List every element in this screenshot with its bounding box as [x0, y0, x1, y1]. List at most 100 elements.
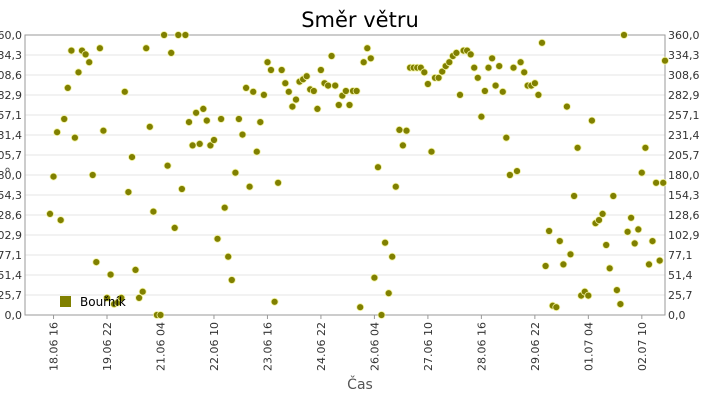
y-tick-label-left: 180,0	[0, 169, 22, 182]
data-point	[188, 141, 197, 150]
data-point	[135, 293, 144, 302]
data-point	[605, 264, 614, 273]
y-tick-label-left: 25,7	[0, 289, 22, 302]
data-point	[661, 56, 669, 65]
data-point	[584, 291, 593, 300]
legend: Bouřník	[60, 295, 126, 309]
data-point	[167, 49, 176, 57]
data-point	[238, 130, 247, 139]
data-point	[195, 139, 204, 148]
data-point	[516, 58, 525, 67]
data-point	[103, 293, 111, 302]
data-point	[292, 95, 300, 104]
data-point	[488, 54, 497, 63]
data-point	[281, 79, 290, 88]
data-point	[163, 161, 172, 170]
data-point	[588, 116, 596, 125]
x-tick-label: 19.06 22	[101, 322, 114, 371]
data-point	[199, 105, 208, 113]
data-point	[81, 50, 90, 59]
data-point	[641, 143, 650, 152]
x-tick-label: 22.06 10	[208, 322, 221, 371]
data-point	[434, 73, 443, 82]
data-point	[420, 68, 429, 77]
data-point	[438, 67, 447, 76]
data-point	[170, 223, 179, 232]
data-point	[363, 44, 372, 53]
data-point	[145, 122, 154, 131]
data-point	[192, 108, 201, 117]
data-point	[563, 102, 571, 111]
x-tick-label: 26.06 04	[368, 322, 381, 371]
y-tick-label-right: 257,1	[668, 109, 700, 122]
data-point	[138, 287, 147, 296]
y-tick-label-left: 231,4	[0, 129, 22, 142]
data-point	[595, 216, 603, 225]
data-point	[370, 273, 379, 282]
data-point	[659, 178, 668, 187]
x-tick-label: 01.07 04	[582, 322, 595, 371]
data-series	[46, 31, 669, 319]
x-tick-label: 23.06 16	[261, 322, 274, 371]
data-point	[252, 147, 261, 156]
data-point	[242, 84, 251, 92]
data-point	[174, 31, 183, 39]
data-point	[142, 44, 151, 53]
data-point	[655, 256, 664, 265]
data-point	[427, 147, 436, 156]
data-point	[117, 293, 126, 302]
data-point	[374, 163, 382, 172]
data-point	[423, 80, 432, 88]
data-point	[645, 260, 653, 269]
y-tick-label-right: 128,6	[668, 209, 700, 222]
data-point	[345, 101, 354, 109]
data-point	[46, 209, 54, 218]
y-tick-label-left: 308,6	[0, 69, 22, 82]
data-point	[99, 126, 108, 135]
x-axis-title: Čas	[347, 375, 373, 393]
legend-label: Bouřník	[80, 295, 126, 309]
data-point	[531, 79, 539, 88]
data-point	[609, 192, 618, 200]
data-point	[106, 270, 115, 279]
chart-title: Směr větru	[301, 8, 419, 32]
data-point	[71, 133, 79, 142]
data-point	[620, 31, 628, 39]
data-point	[92, 258, 101, 267]
data-point	[388, 252, 397, 261]
y-tick-label-left: 282,9	[0, 89, 22, 102]
y-tick-label-left: 51,4	[0, 269, 22, 282]
data-point	[249, 87, 258, 96]
data-point	[366, 54, 375, 63]
data-point	[341, 87, 350, 95]
data-point	[627, 213, 635, 222]
data-point	[67, 46, 76, 55]
data-point	[513, 167, 521, 176]
y-tick-label-left: 0,0	[5, 309, 23, 322]
legend-swatch	[60, 296, 71, 307]
data-point	[559, 260, 568, 269]
data-point	[502, 133, 511, 142]
data-point	[652, 178, 660, 187]
data-point	[181, 31, 190, 39]
data-point	[555, 237, 564, 246]
data-point	[96, 44, 104, 53]
data-point	[327, 52, 336, 60]
data-point	[634, 225, 643, 234]
data-point	[88, 171, 97, 179]
data-point	[480, 87, 489, 95]
data-point	[470, 63, 479, 72]
data-point	[56, 216, 65, 225]
y-tick-label-right: 360,0	[668, 29, 700, 42]
y-tick-label-left: 102,9	[0, 229, 22, 242]
data-point	[613, 286, 621, 295]
data-point	[128, 153, 136, 162]
data-point	[616, 300, 625, 309]
data-point	[316, 66, 325, 74]
data-point	[398, 141, 407, 150]
data-point	[63, 84, 72, 92]
data-point	[477, 112, 486, 121]
data-point	[156, 311, 165, 319]
data-point	[288, 102, 297, 111]
